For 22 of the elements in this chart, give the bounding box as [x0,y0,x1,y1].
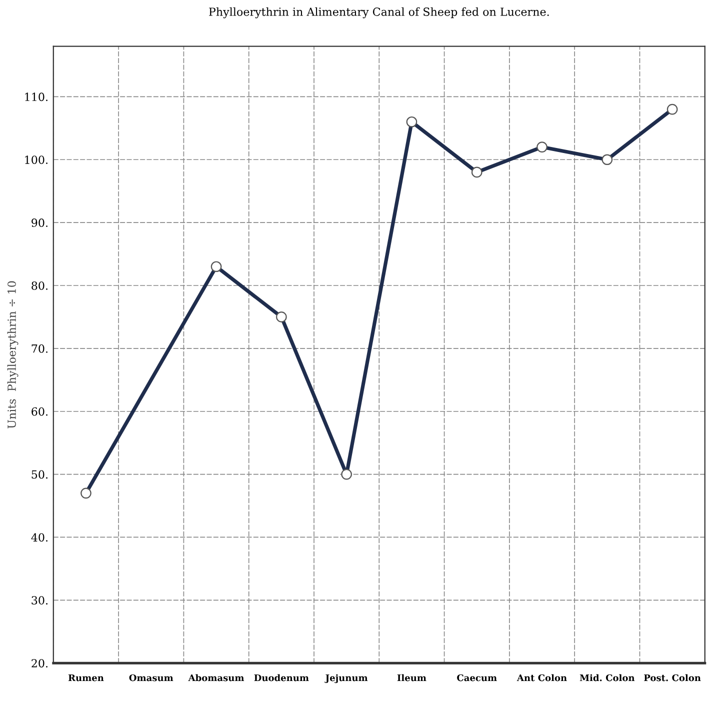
y-tick-label: 80. [32,281,48,290]
y-tick-label: 30. [32,596,48,605]
x-tick-label: Ileum [397,674,426,682]
y-tick-label: 70. [32,344,48,353]
y-tick-label: 20. [32,659,48,668]
y-tick-label: 60. [32,407,48,416]
y-tick-label: 50. [32,470,48,479]
x-tick-label: Abomasum [188,674,244,682]
y-tick-label: 100. [25,156,48,164]
y-axis-title: Units Phylloerythrin ÷ 10 [7,281,18,428]
x-tick-label: Duodenum [254,674,309,682]
x-tick-label: Ant Colon [516,674,567,682]
x-tick-label: Jejunum [324,674,368,684]
x-tick-label: Post. Colon [644,674,701,682]
x-tick-label: Omasum [129,674,174,682]
y-tick-label: 90. [32,218,48,227]
y-tick-label: 110. [25,92,48,102]
y-tick-label: 40. [31,533,48,542]
x-tick-label: Mid. Colon [580,674,635,682]
chart-title: Phylloerythrin in Alimentary Canal of Sheep fed on Lucerne. [209,7,549,18]
x-tick-label: Caecum [457,674,497,682]
x-tick-label: Rumen [68,674,104,682]
